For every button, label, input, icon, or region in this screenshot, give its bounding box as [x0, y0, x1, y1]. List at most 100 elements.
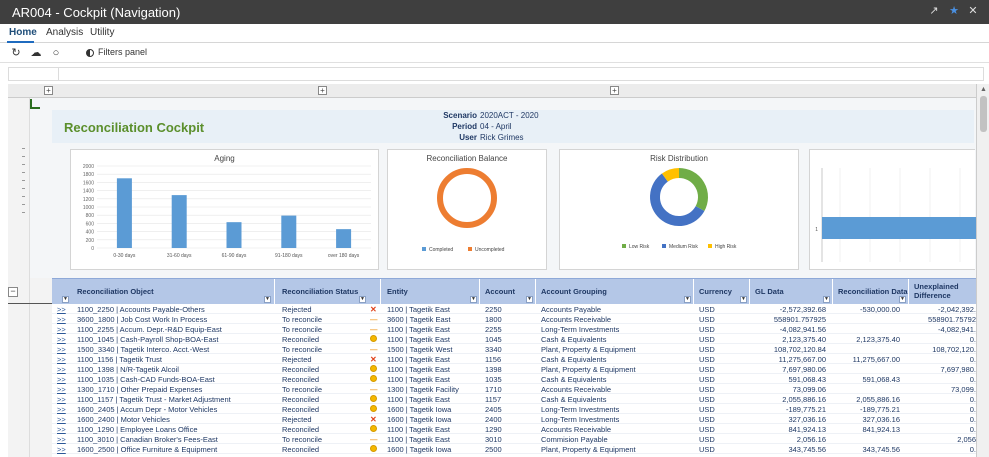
- col-header-entity[interactable]: Entity: [387, 287, 408, 296]
- cell-entity: 1300 | Tagetik Facility: [387, 385, 459, 394]
- balance-title: Reconciliation Balance: [426, 154, 508, 163]
- open-row-link[interactable]: >>: [57, 385, 66, 394]
- filters-panel-button[interactable]: Filters panel: [98, 47, 148, 57]
- cell-entity: 1100 | Tagetik East: [387, 325, 450, 334]
- comments-icon[interactable]: ☁: [30, 47, 42, 59]
- chat-icon[interactable]: ○: [52, 47, 60, 59]
- cell-gl: -4,082,941.56: [779, 325, 826, 334]
- col-header-currency[interactable]: Currency: [699, 287, 732, 296]
- vertical-scrollbar[interactable]: ▲: [976, 84, 989, 457]
- open-row-link[interactable]: >>: [57, 305, 66, 314]
- table-row[interactable]: >> 1100_1035 | Cash-CAD Funds-BOA-East Rec…: [52, 374, 976, 384]
- open-row-link[interactable]: >>: [57, 365, 66, 374]
- cell-grouping: Accounts Payable: [541, 305, 602, 314]
- cell-entity: 1100 | Tagetik East: [387, 365, 450, 374]
- legend-label: Completed: [429, 247, 453, 253]
- table-row[interactable]: >> 1600_2405 | Accum Depr - Motor Vehicle…: [52, 404, 976, 414]
- expand-group-icon[interactable]: +: [318, 86, 327, 95]
- star-icon[interactable]: ★: [949, 5, 959, 17]
- scroll-up-icon[interactable]: ▲: [980, 86, 987, 93]
- expand-group-icon[interactable]: +: [610, 86, 619, 95]
- col-header-gl[interactable]: GL Data: [755, 287, 784, 296]
- tab-home[interactable]: Home: [9, 27, 37, 38]
- cell-account: 1398: [485, 365, 502, 374]
- table-row[interactable]: >> 1100_2255 | Accum. Depr.-R&D Equip-Eas…: [52, 324, 976, 334]
- col-header-recdata[interactable]: Reconciliation Data: [838, 287, 908, 296]
- open-row-link[interactable]: >>: [57, 325, 66, 334]
- table-row[interactable]: >> 1500_3340 | Tagetik Interco. Acct.-Wes…: [52, 344, 976, 354]
- open-row-link[interactable]: >>: [57, 315, 66, 324]
- horizontal-bar-chart: 1: [815, 168, 976, 262]
- y-tick-label: 1000: [83, 205, 94, 211]
- pin-icon[interactable]: ↗: [929, 5, 939, 17]
- table-row[interactable]: >> 1100_3010 | Canadian Broker's Fees-Eas…: [52, 434, 976, 444]
- cell-grouping: Accounts Receivable: [541, 425, 612, 434]
- table-row[interactable]: >> 1100_2250 | Accounts Payable-Others Rej…: [52, 304, 976, 314]
- table-row[interactable]: >> 1100_1290 | Employee Loans Office Recon…: [52, 424, 976, 434]
- col-header-status[interactable]: Reconciliation Status: [282, 287, 359, 296]
- filter-dropdown-icon[interactable]: ▼: [899, 296, 906, 303]
- filter-dropdown-icon[interactable]: ▼: [526, 296, 533, 303]
- x-tick-label: over 180 days: [328, 253, 360, 259]
- cell-object: 1600_2405 | Accum Depr - Motor Vehicles: [77, 405, 218, 414]
- table-row[interactable]: >> 1100_1045 | Cash-Payroll Shop-BOA-East…: [52, 334, 976, 344]
- cell-grouping: Long-Term Investments: [541, 325, 620, 334]
- table-row[interactable]: >> 1100_1156 | Tagetik Trust Rejected ✕ 1100…: [52, 354, 976, 364]
- collapse-group-icon[interactable]: −: [8, 287, 18, 297]
- tab-utility[interactable]: Utility: [90, 27, 115, 38]
- filter-dropdown-icon[interactable]: ▼: [684, 296, 691, 303]
- filter-dropdown-icon[interactable]: ▼: [62, 296, 69, 303]
- col-header-object[interactable]: Reconciliation Object: [77, 287, 154, 296]
- open-row-link[interactable]: >>: [57, 395, 66, 404]
- cell-gl: 2,056.16: [796, 435, 826, 444]
- filters-toggle-icon[interactable]: [86, 49, 94, 57]
- cell-currency: USD: [699, 425, 715, 434]
- cell-status: Reconciled: [282, 375, 320, 384]
- user-label: User: [459, 133, 477, 142]
- open-row-link[interactable]: >>: [57, 415, 66, 424]
- col-header-unexplained[interactable]: Unexplained Difference: [914, 282, 959, 300]
- open-row-link[interactable]: >>: [57, 425, 66, 434]
- table-row[interactable]: >> 1600_2500 | Office Furniture & Equipme…: [52, 444, 976, 454]
- legend-label: Uncompleted: [475, 247, 505, 253]
- table-row[interactable]: >> 1600_2400 | Motor Vehicles Rejected ✕ 160…: [52, 414, 976, 424]
- filter-dropdown-icon[interactable]: ▼: [359, 296, 366, 303]
- open-row-link[interactable]: >>: [57, 345, 66, 354]
- open-row-link[interactable]: >>: [57, 375, 66, 384]
- formula-bar[interactable]: [8, 67, 984, 81]
- open-row-link[interactable]: >>: [57, 445, 66, 454]
- pie-slice: [437, 168, 497, 228]
- cell-status: Reconciled: [282, 445, 320, 454]
- cell-currency: USD: [699, 445, 715, 454]
- filter-dropdown-icon[interactable]: ▼: [740, 296, 747, 303]
- expand-group-icon[interactable]: +: [44, 86, 53, 95]
- cell-gl: -2,572,392.68: [779, 305, 826, 314]
- filter-dropdown-icon[interactable]: ▼: [823, 296, 830, 303]
- table-row[interactable]: >> 1100_1157 | Tagetik Trust - Market Adj…: [52, 394, 976, 404]
- cell-reference-box[interactable]: [9, 68, 59, 80]
- table-row[interactable]: >> 3600_1800 | Job Cost Work In Process To…: [52, 314, 976, 324]
- open-row-link[interactable]: >>: [57, 435, 66, 444]
- table-row[interactable]: >> 1300_1710 | Other Prepaid Expenses To r…: [52, 384, 976, 394]
- corner-marker-icon: [30, 99, 40, 109]
- cell-account: 1045: [485, 335, 502, 344]
- to-reconcile-icon: —: [370, 385, 378, 394]
- col-header-account[interactable]: Account: [485, 287, 515, 296]
- cell-unexplained: 558901.75792: [928, 315, 976, 324]
- cell-recdata: 2,123,375.40: [856, 335, 900, 344]
- cell-status: Reconciled: [282, 395, 320, 404]
- cell-currency: USD: [699, 385, 715, 394]
- filter-dropdown-icon[interactable]: ▼: [264, 296, 271, 303]
- col-header-grouping[interactable]: Account Grouping: [541, 287, 607, 296]
- scrollbar-thumb[interactable]: [980, 96, 987, 132]
- table-row[interactable]: >> 1100_1398 | N/R-Tagetik Alcoil Reconcil…: [52, 364, 976, 374]
- refresh-icon[interactable]: ↻: [11, 47, 21, 59]
- open-row-link[interactable]: >>: [57, 335, 66, 344]
- filter-dropdown-icon[interactable]: ▼: [470, 296, 477, 303]
- tab-analysis[interactable]: Analysis: [46, 27, 84, 38]
- open-row-link[interactable]: >>: [57, 405, 66, 414]
- close-icon[interactable]: ✕: [968, 5, 978, 17]
- cell-unexplained: -2,042,392.: [938, 305, 976, 314]
- open-row-link[interactable]: >>: [57, 355, 66, 364]
- cell-unexplained: 0.: [969, 405, 976, 414]
